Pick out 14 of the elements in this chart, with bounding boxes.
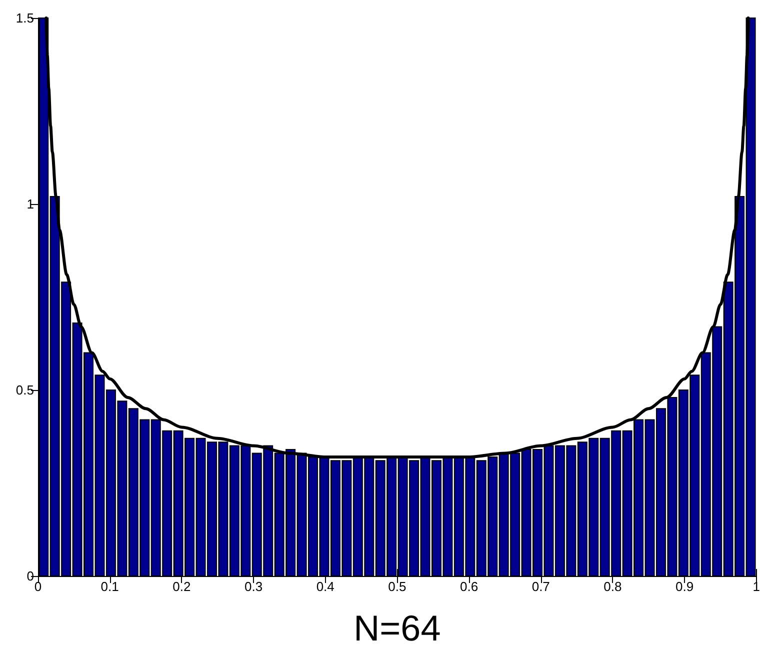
y-tick-label: 0.5 (16, 382, 34, 398)
x-tick-label: 0.7 (532, 579, 550, 594)
x-tick-label: 0.1 (100, 579, 119, 594)
x-tick-label: 0.8 (604, 579, 622, 594)
y-tick-label: 1.5 (16, 10, 34, 26)
y-tick-label: 1 (26, 196, 34, 212)
x-tick-label: 0.6 (460, 579, 478, 594)
x-axis-title: N=64 (354, 608, 441, 648)
x-tick-label: 0.2 (172, 579, 191, 594)
x-tick-label: 0.9 (676, 579, 694, 594)
y-tick-label: 0 (26, 568, 34, 584)
x-tick-label: 0.3 (244, 579, 263, 594)
x-tick-label: 0.5 (388, 579, 406, 594)
x-tick-label: 0.4 (316, 579, 334, 594)
